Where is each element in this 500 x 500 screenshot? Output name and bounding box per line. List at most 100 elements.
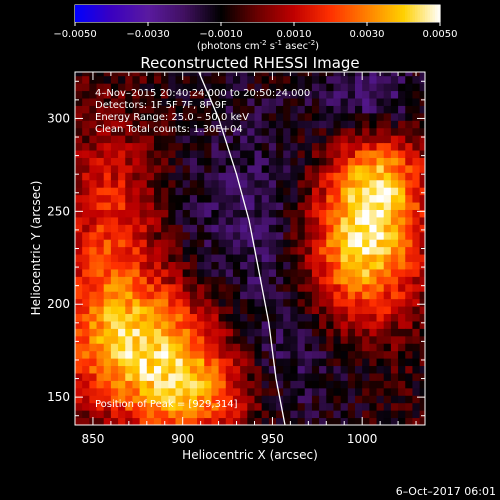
heatmap-cell xyxy=(204,179,212,188)
heatmap-cell xyxy=(189,417,198,425)
heatmap-cell xyxy=(139,328,148,337)
heatmap-cell xyxy=(319,335,327,344)
heatmap-cell xyxy=(419,142,425,151)
heatmap-cell xyxy=(110,75,119,84)
heatmap-cell xyxy=(139,335,148,344)
heatmap-cell xyxy=(125,209,133,218)
heatmap-cell xyxy=(247,194,255,203)
heatmap-cell xyxy=(132,402,141,411)
heatmap-cell xyxy=(204,231,212,240)
heatmap-cell xyxy=(125,112,133,121)
heatmap-cell xyxy=(319,142,327,151)
heatmap-cell xyxy=(103,179,112,188)
heatmap-cell xyxy=(139,350,148,359)
heatmap-cell xyxy=(118,380,126,389)
heatmap-cell xyxy=(225,328,234,337)
heatmap-cell xyxy=(383,298,392,307)
heatmap-cell xyxy=(96,350,105,359)
heatmap-cell xyxy=(412,313,421,322)
heatmap-cell xyxy=(319,358,327,367)
heatmap-cell xyxy=(168,224,177,233)
heatmap-cell xyxy=(326,179,334,188)
heatmap-cell xyxy=(218,283,227,292)
heatmap-cell xyxy=(347,164,356,173)
heatmap-cell xyxy=(326,246,334,255)
colorbar-cell xyxy=(275,5,279,22)
heatmap-cell xyxy=(189,72,198,77)
heatmap-cell xyxy=(96,417,105,425)
colorbar-cell xyxy=(92,5,96,22)
heatmap-cell xyxy=(232,343,241,352)
heatmap-cell xyxy=(240,135,248,144)
heatmap-cell xyxy=(362,417,370,425)
heatmap-cell xyxy=(182,90,191,99)
heatmap-cell xyxy=(369,239,378,248)
heatmap-cell xyxy=(304,150,313,158)
heatmap-cell xyxy=(254,343,263,352)
heatmap-cell xyxy=(419,298,425,307)
heatmap-cell xyxy=(125,202,133,210)
heatmap-cell xyxy=(110,343,119,352)
heatmap-cell xyxy=(333,187,342,196)
heatmap-cell xyxy=(197,313,205,322)
heatmap-cell xyxy=(132,268,141,277)
heatmap-cell xyxy=(362,135,370,144)
heatmap-cell xyxy=(340,298,349,307)
heatmap-cell xyxy=(390,283,399,292)
heatmap-cell xyxy=(103,127,112,136)
heatmap-cell xyxy=(340,350,349,359)
heatmap-cell xyxy=(297,261,306,270)
colorbar-cell xyxy=(412,5,416,22)
heatmap-cell xyxy=(182,75,191,84)
heatmap-cell xyxy=(82,231,90,240)
heatmap-cell xyxy=(218,358,227,367)
heatmap-cell xyxy=(268,254,277,262)
heatmap-cell xyxy=(168,395,177,404)
heatmap-cell xyxy=(175,365,184,374)
heatmap-cell xyxy=(118,387,126,396)
heatmap-cell xyxy=(405,372,413,381)
heatmap-cell xyxy=(232,380,241,389)
heatmap-cell xyxy=(75,135,83,144)
heatmap-cell xyxy=(132,320,141,329)
heatmap-cell xyxy=(125,246,133,255)
heatmap-cell xyxy=(218,194,227,203)
colorbar-cell xyxy=(120,5,124,22)
heatmap-cell xyxy=(283,202,291,210)
heatmap-cell xyxy=(103,187,112,196)
heatmap-cell xyxy=(362,157,370,166)
heatmap-cell xyxy=(304,216,313,225)
heatmap-cell xyxy=(261,283,270,292)
heatmap-cell xyxy=(311,120,320,129)
heatmap-cell xyxy=(153,387,162,396)
heatmap-cell xyxy=(110,268,119,277)
heatmap-cell xyxy=(89,105,98,114)
heatmap-cell xyxy=(89,372,98,381)
heatmap-cell xyxy=(146,98,155,106)
heatmap-cell xyxy=(132,216,141,225)
heatmap-cell xyxy=(189,246,198,255)
heatmap-cell xyxy=(225,268,234,277)
colorbar-cell xyxy=(165,5,169,22)
heatmap-cell xyxy=(125,313,133,322)
heatmap-cell xyxy=(247,343,255,352)
heatmap-cell xyxy=(390,306,399,315)
heatmap-cell xyxy=(161,150,169,158)
heatmap-cell xyxy=(326,231,334,240)
heatmap-cell xyxy=(211,313,220,322)
heatmap-cell xyxy=(232,209,241,218)
heatmap-cell xyxy=(240,194,248,203)
heatmap-cell xyxy=(412,187,421,196)
heatmap-cell xyxy=(412,164,421,173)
heatmap-cell xyxy=(204,402,212,411)
heatmap-cell xyxy=(118,224,126,233)
heatmap-cell xyxy=(204,150,212,158)
heatmap-cell xyxy=(103,120,112,129)
colorbar-cell xyxy=(350,5,354,22)
heatmap-cell xyxy=(355,150,363,158)
heatmap-cell xyxy=(211,120,220,129)
heatmap-cell xyxy=(398,246,406,255)
heatmap-cell xyxy=(247,417,255,425)
heatmap-cell xyxy=(311,320,320,329)
heatmap-cell xyxy=(168,261,177,270)
